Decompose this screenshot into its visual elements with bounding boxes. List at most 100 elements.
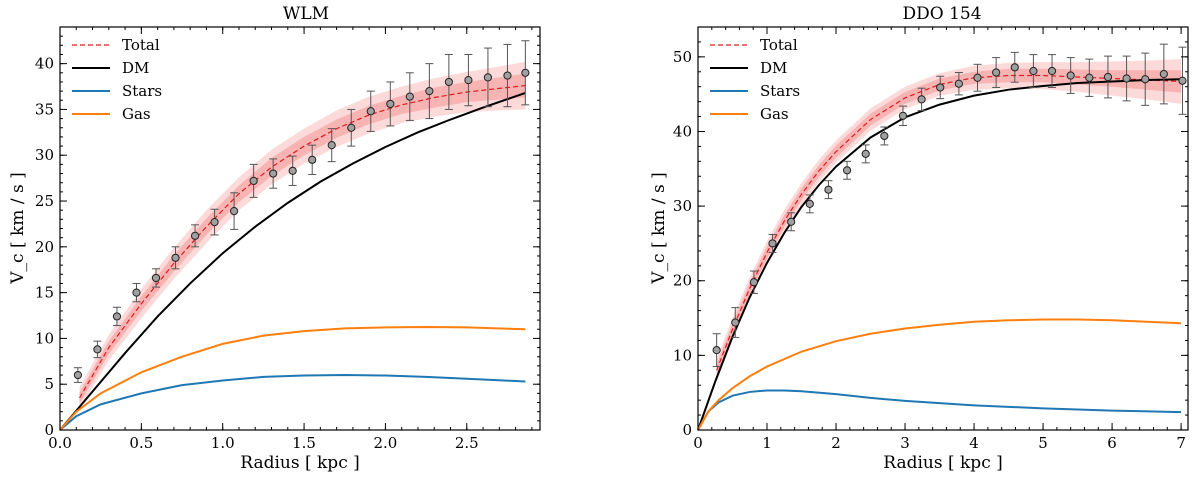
y-tick-label: 20 — [673, 272, 692, 290]
panel-title: DDO 154 — [902, 4, 981, 24]
data-point — [171, 253, 180, 262]
data-point — [1178, 76, 1187, 85]
ddo154-panel: DDO 154 0 1 2 3 4 5 6 7 0 10 20 30 40 50 Radius [ kpc… — [649, 4, 1189, 473]
legend-label-gas: Gas — [760, 105, 789, 123]
data-point — [190, 231, 200, 240]
data-point — [521, 68, 530, 77]
data-point — [151, 273, 161, 283]
data-point — [1047, 66, 1057, 76]
legend-label-total: Total — [122, 36, 160, 54]
data-point — [112, 312, 122, 321]
panel-title: WLM — [283, 4, 329, 24]
data-point — [308, 155, 317, 164]
data-point — [973, 73, 982, 82]
x-axis-label: Radius [ kpc ] — [240, 453, 360, 473]
y-tick-label: 0 — [682, 421, 692, 439]
x-tick-label: 7 — [1176, 434, 1186, 452]
legend-label-gas: Gas — [122, 105, 151, 123]
plot-frame — [59, 26, 541, 431]
series-gas-line — [697, 318, 1182, 431]
wlm-panel: WLM 0.0 0.5 1.0 1.5 2.0 2.5 0 5 10 15 20 25 30 35 40 R… — [8, 4, 541, 473]
plot-frame — [697, 26, 1189, 431]
data-point — [1141, 75, 1150, 84]
data-point — [1122, 74, 1131, 83]
data-point — [425, 87, 434, 96]
legend-label-total: Total — [760, 36, 798, 54]
band-2sigma — [716, 59, 1182, 382]
series-stars-line — [697, 389, 1182, 431]
y-axis-label: V_c [ km / s ] — [649, 172, 669, 284]
x-tick-label: 1.0 — [211, 434, 235, 452]
series-gas-line — [59, 325, 526, 431]
legend: Total DM Stars Gas — [72, 36, 162, 123]
data-point — [503, 71, 512, 80]
legend-label-stars: Stars — [760, 82, 800, 100]
data-point — [787, 217, 796, 226]
data-point — [464, 76, 473, 85]
legend-label-dm: DM — [122, 59, 149, 77]
data-point — [936, 83, 945, 92]
data-point — [73, 370, 82, 380]
y-tick-label: 30 — [673, 197, 692, 215]
model-curves — [59, 85, 526, 431]
y-tick-label: 40 — [673, 122, 692, 140]
data-point — [992, 68, 1001, 77]
data-point — [1085, 73, 1094, 82]
data-point — [842, 166, 852, 175]
data-point — [249, 176, 258, 185]
uncertainty-bands — [79, 61, 526, 409]
band-1sigma — [79, 73, 526, 404]
y-tick-label: 25 — [35, 192, 54, 210]
data-point — [366, 107, 375, 116]
series-dm-line — [697, 78, 1182, 431]
y-tick-label: 40 — [35, 55, 54, 73]
data-point — [93, 345, 102, 354]
data-point — [712, 346, 721, 355]
x-tick-label: 0.5 — [129, 434, 153, 452]
model-curves — [697, 74, 1182, 431]
data-point — [483, 73, 493, 82]
observed-points — [712, 43, 1187, 368]
legend-label-stars: Stars — [122, 82, 162, 100]
data-point — [347, 123, 356, 132]
data-point — [824, 185, 833, 194]
data-point — [132, 288, 141, 297]
y-tick-label: 10 — [673, 346, 692, 364]
data-point — [898, 111, 908, 120]
y-tick-label: 0 — [44, 421, 54, 439]
x-tick-label: 5 — [1038, 434, 1048, 452]
x-tick-label: 2.5 — [455, 434, 479, 452]
x-tick-label: 1.5 — [292, 434, 316, 452]
data-point — [954, 79, 963, 88]
data-point — [731, 318, 740, 327]
data-point — [210, 217, 219, 227]
series-total-line — [79, 85, 526, 399]
data-point — [861, 149, 870, 158]
data-point — [749, 278, 759, 287]
y-tick-label: 20 — [35, 238, 54, 256]
series-dm-line — [59, 92, 526, 431]
x-tick-label: 1 — [762, 434, 772, 452]
legend-label-dm: DM — [760, 59, 787, 77]
data-point — [386, 99, 395, 109]
data-point — [444, 77, 453, 87]
y-tick-label: 10 — [35, 329, 54, 347]
uncertainty-bands — [716, 59, 1182, 382]
data-point — [1010, 63, 1019, 72]
x-tick-label: 3 — [900, 434, 910, 452]
data-point — [1029, 66, 1038, 76]
data-point — [269, 169, 278, 178]
legend: Total DM Stars Gas — [710, 36, 800, 123]
series-total-line — [716, 74, 1182, 371]
x-tick-label: 2.0 — [373, 434, 397, 452]
data-point — [880, 131, 889, 141]
y-tick-label: 5 — [44, 375, 54, 393]
x-tick-label: 2 — [831, 434, 841, 452]
x-tick-label: 6 — [1107, 434, 1117, 452]
x-axis-label: Radius [ kpc ] — [883, 453, 1003, 473]
data-point — [805, 199, 814, 208]
y-tick-label: 30 — [35, 146, 54, 164]
x-tick-label: 0.0 — [48, 434, 72, 452]
data-point — [768, 239, 777, 248]
